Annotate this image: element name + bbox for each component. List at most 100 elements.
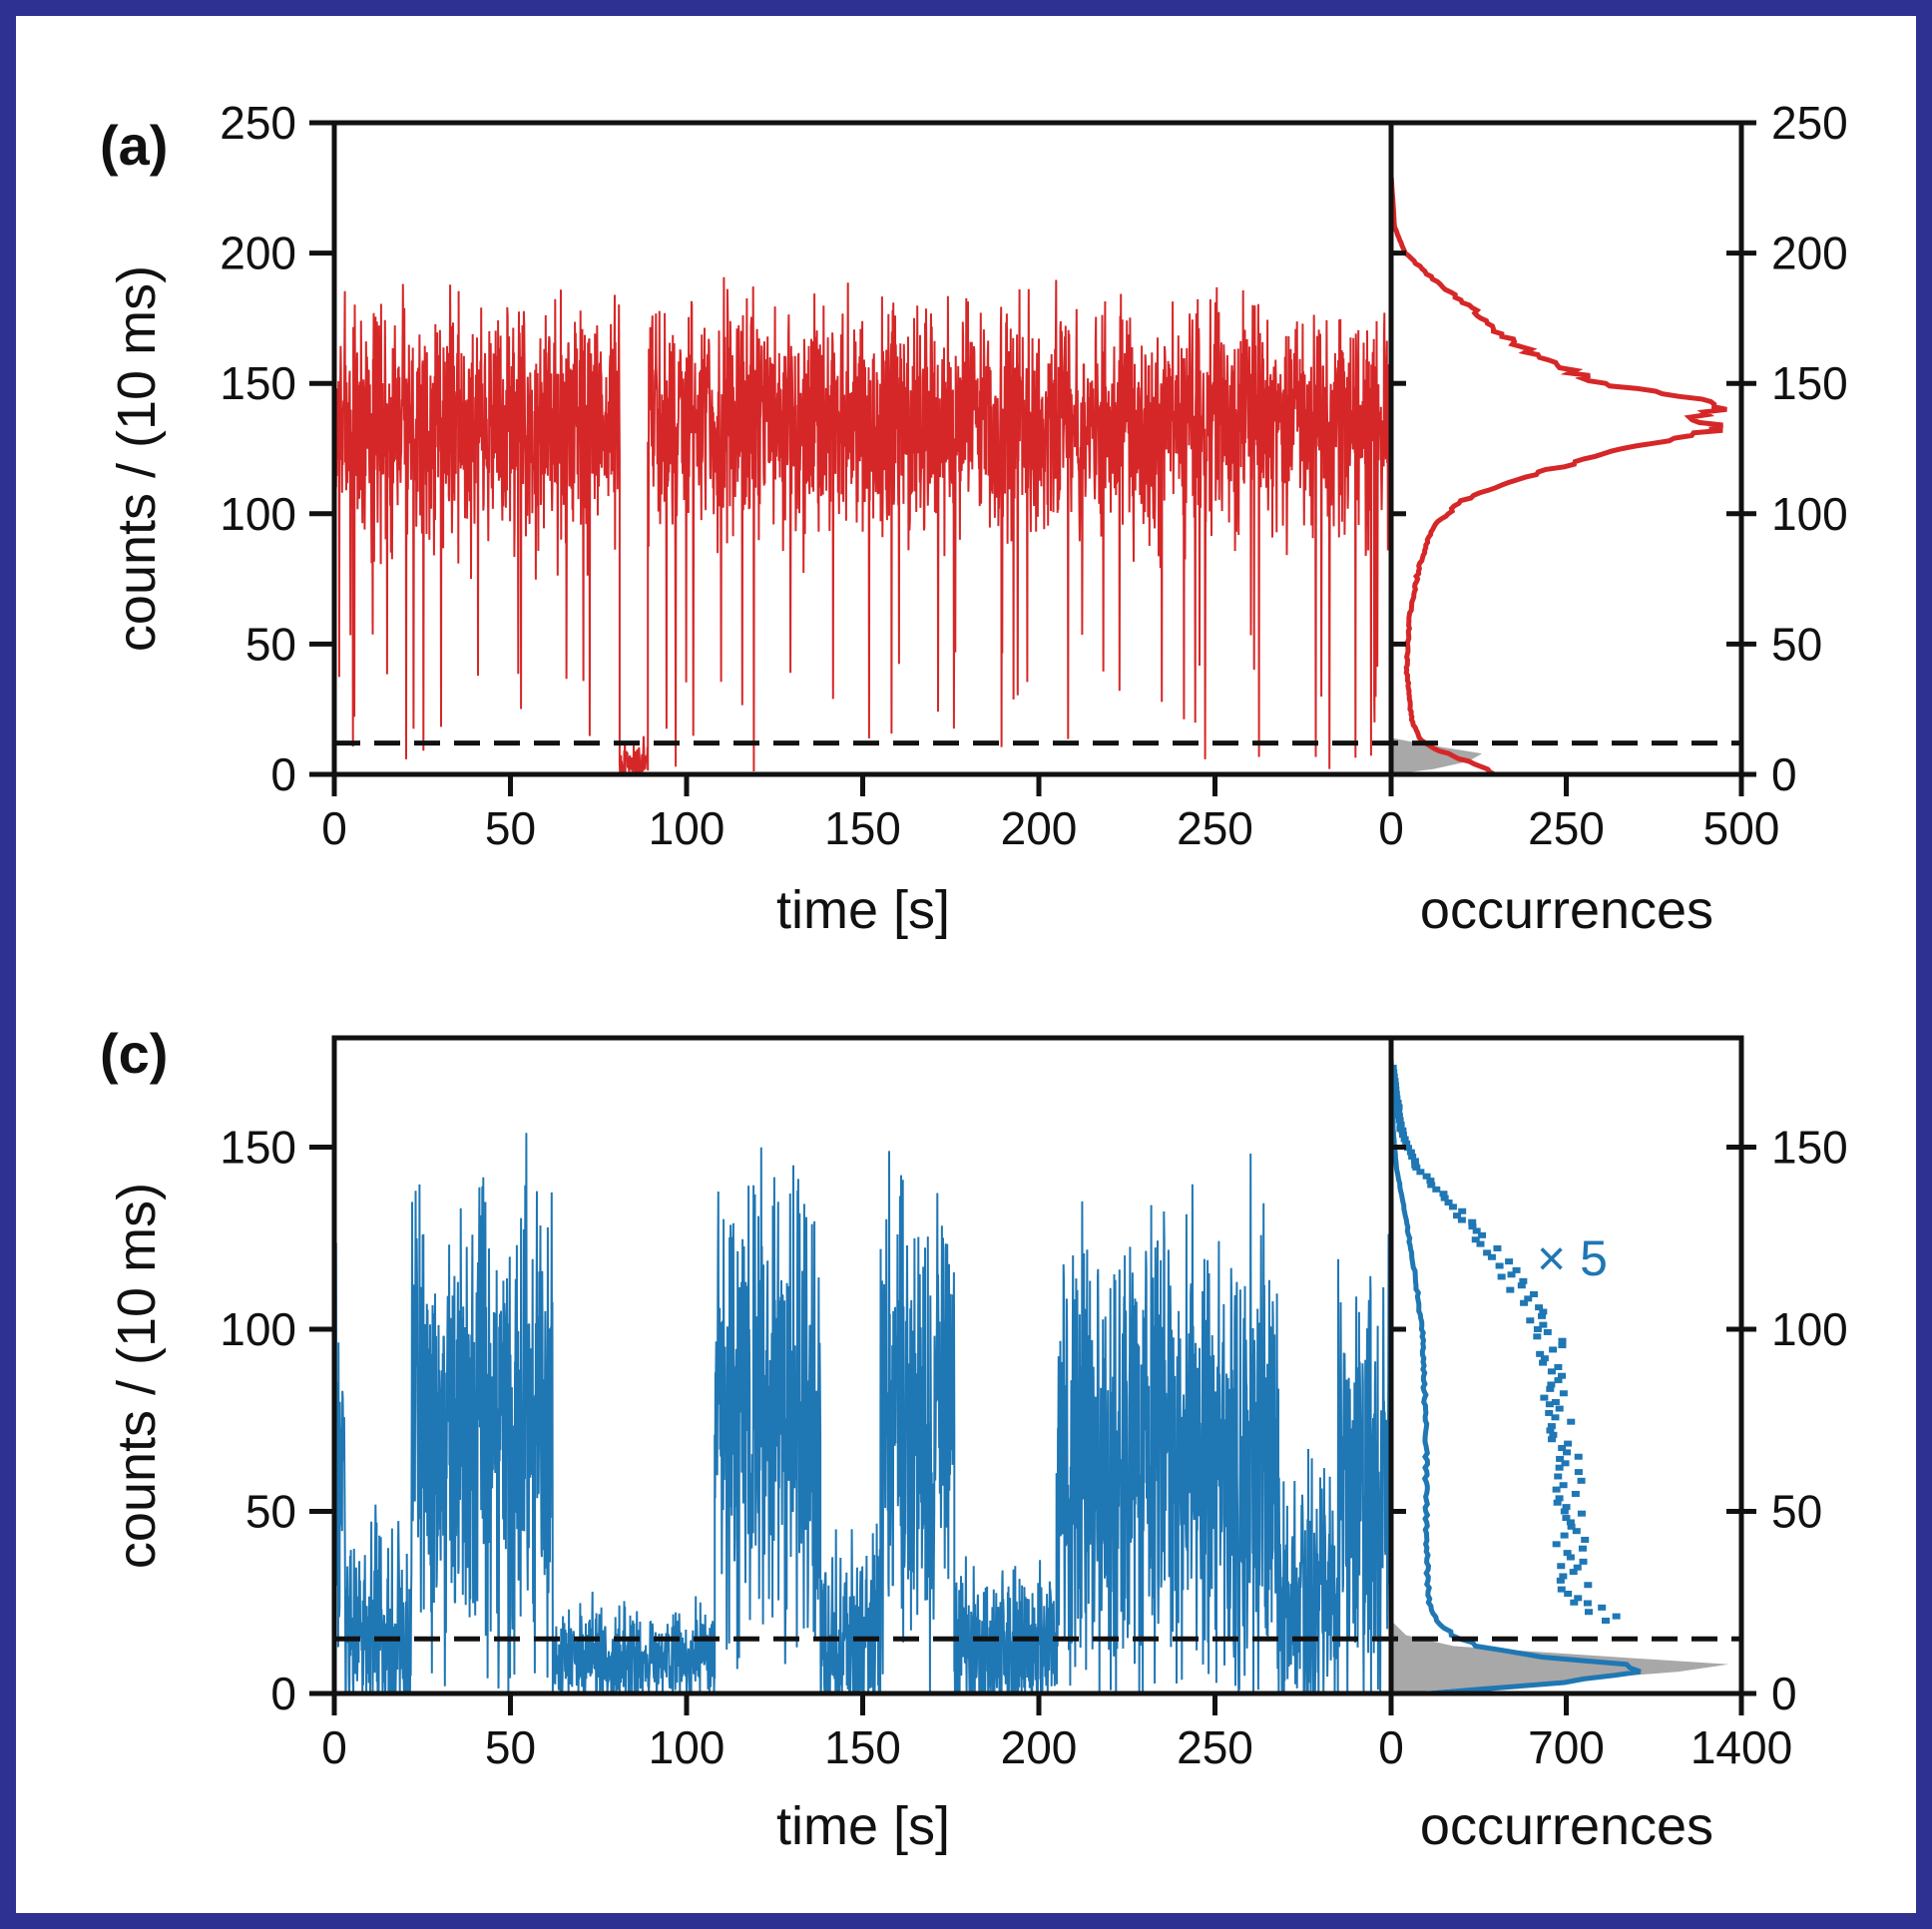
scaled-histogram-point	[1581, 1536, 1590, 1543]
panel-label: (c)	[100, 1022, 168, 1085]
scaled-histogram-point	[1549, 1346, 1558, 1353]
scaled-histogram-point	[1538, 1312, 1547, 1319]
scaled-histogram-point	[1555, 1405, 1564, 1412]
histogram-x-axis-label: occurrences	[1420, 1796, 1713, 1856]
y-tick-label: 50	[245, 1486, 296, 1538]
y-tick-label: 50	[245, 618, 296, 670]
scaled-histogram-point	[1545, 1401, 1554, 1408]
scaled-histogram-point	[1551, 1414, 1560, 1421]
scaled-histogram-point	[1578, 1545, 1587, 1552]
scaled-histogram-point	[1543, 1328, 1552, 1335]
scaled-histogram-point	[1453, 1212, 1462, 1219]
scaled-histogram-point	[1554, 1473, 1563, 1480]
scaled-histogram-point	[1558, 1444, 1567, 1451]
scaled-histogram-point	[1574, 1595, 1583, 1602]
scaled-histogram-point	[1561, 1460, 1570, 1467]
histogram-x-tick-label: 250	[1528, 802, 1605, 854]
right-y-tick-label: 100	[1771, 1303, 1848, 1355]
scaled-histogram-point	[1468, 1223, 1477, 1230]
scaled-histogram-point	[1559, 1482, 1568, 1489]
scaled-histogram-point	[1552, 1486, 1561, 1493]
y-tick-label: 150	[220, 1122, 296, 1174]
scaled-histogram-point	[1570, 1599, 1579, 1606]
scaled-histogram-point	[1552, 1541, 1561, 1548]
right-y-tick-label: 250	[1771, 97, 1848, 149]
scaled-histogram-point	[1493, 1244, 1502, 1251]
scaled-histogram-point	[1546, 1427, 1555, 1434]
histogram-line	[1388, 1059, 1642, 1696]
scaled-histogram-point	[1579, 1558, 1588, 1565]
scaled-histogram-point	[1410, 1158, 1419, 1165]
scaled-histogram-point	[1422, 1173, 1431, 1180]
scaled-histogram-point	[1457, 1216, 1466, 1223]
histogram-x-tick-label: 500	[1703, 802, 1780, 854]
scaled-histogram-point	[1478, 1231, 1487, 1238]
right-y-tick-label: 50	[1771, 1486, 1822, 1538]
scaled-histogram-point	[1497, 1273, 1506, 1280]
scaled-histogram-point	[1427, 1182, 1436, 1189]
scaled-histogram-point	[1566, 1554, 1575, 1561]
scaled-histogram-point	[1512, 1266, 1521, 1273]
scaled-histogram-point	[1391, 1086, 1400, 1093]
scaled-histogram-point	[1458, 1207, 1467, 1214]
scaled-histogram-point	[1555, 1495, 1564, 1502]
scaled-histogram-point	[1390, 1078, 1399, 1085]
scaled-histogram-point	[1557, 1586, 1566, 1593]
right-y-tick-label: 0	[1771, 1668, 1797, 1719]
y-axis-label: counts / (10 ms)	[107, 265, 167, 652]
x-tick-label: 250	[1177, 1721, 1253, 1773]
scaled-histogram-point	[1505, 1258, 1514, 1265]
scaled-histogram-point	[1563, 1449, 1572, 1456]
scaled-histogram-point	[1535, 1304, 1544, 1311]
panel-label: (a)	[100, 114, 168, 177]
scaled-histogram-point	[1545, 1409, 1554, 1416]
histogram-line	[1388, 177, 1727, 777]
right-y-tick-label: 150	[1771, 357, 1848, 409]
scaled-histogram-point	[1553, 1499, 1562, 1506]
scaled-histogram-point	[1560, 1532, 1569, 1539]
histogram-x-tick-label: 0	[1378, 1721, 1404, 1773]
scaled-histogram-point	[1393, 1099, 1402, 1106]
scaled-histogram-point	[1403, 1145, 1412, 1152]
scaled-histogram-point	[1394, 1104, 1403, 1111]
y-tick-label: 200	[220, 228, 296, 279]
scaled-histogram-point	[1533, 1326, 1542, 1332]
scaled-histogram-point	[1396, 1121, 1405, 1128]
right-y-tick-label: 100	[1771, 488, 1848, 540]
scaled-histogram-point	[1444, 1199, 1453, 1206]
scaled-histogram-point	[1526, 1317, 1535, 1324]
scaled-histogram-point	[1569, 1569, 1578, 1576]
x-tick-label: 200	[1001, 1721, 1078, 1773]
scaled-histogram-point	[1546, 1385, 1555, 1392]
x-tick-label: 250	[1177, 802, 1253, 854]
scaled-histogram-point	[1391, 1082, 1400, 1089]
scaled-histogram-point	[1539, 1359, 1548, 1366]
scaled-histogram-point	[1539, 1308, 1548, 1315]
scaled-histogram-point	[1557, 1372, 1566, 1379]
scaled-histogram-point	[1533, 1333, 1542, 1340]
right-y-tick-label: 150	[1771, 1122, 1848, 1174]
scaled-histogram-point	[1448, 1204, 1457, 1210]
scaled-histogram-point	[1396, 1126, 1405, 1133]
scaled-histogram-point	[1529, 1290, 1538, 1297]
scaled-histogram-point	[1564, 1440, 1573, 1447]
scaled-histogram-point	[1400, 1136, 1409, 1143]
scaled-histogram-point	[1392, 1095, 1401, 1102]
scaled-histogram-point	[1391, 1091, 1400, 1098]
scaled-histogram-point	[1571, 1490, 1580, 1497]
scaled-histogram-point	[1598, 1604, 1607, 1611]
scaled-histogram-point	[1506, 1286, 1515, 1293]
scaled-histogram-point	[1416, 1169, 1425, 1176]
scaled-histogram-point	[1574, 1453, 1583, 1460]
scaled-histogram-point	[1536, 1350, 1545, 1357]
scaled-histogram-point	[1562, 1515, 1571, 1522]
scaled-histogram-point	[1560, 1508, 1569, 1515]
scaled-histogram-point	[1406, 1149, 1415, 1156]
scaled-histogram-point	[1547, 1381, 1556, 1388]
scaled-histogram-point	[1559, 1573, 1568, 1580]
scaled-histogram-point	[1554, 1377, 1563, 1384]
scaled-histogram-point	[1573, 1564, 1582, 1571]
scaled-histogram-point	[1487, 1253, 1496, 1260]
